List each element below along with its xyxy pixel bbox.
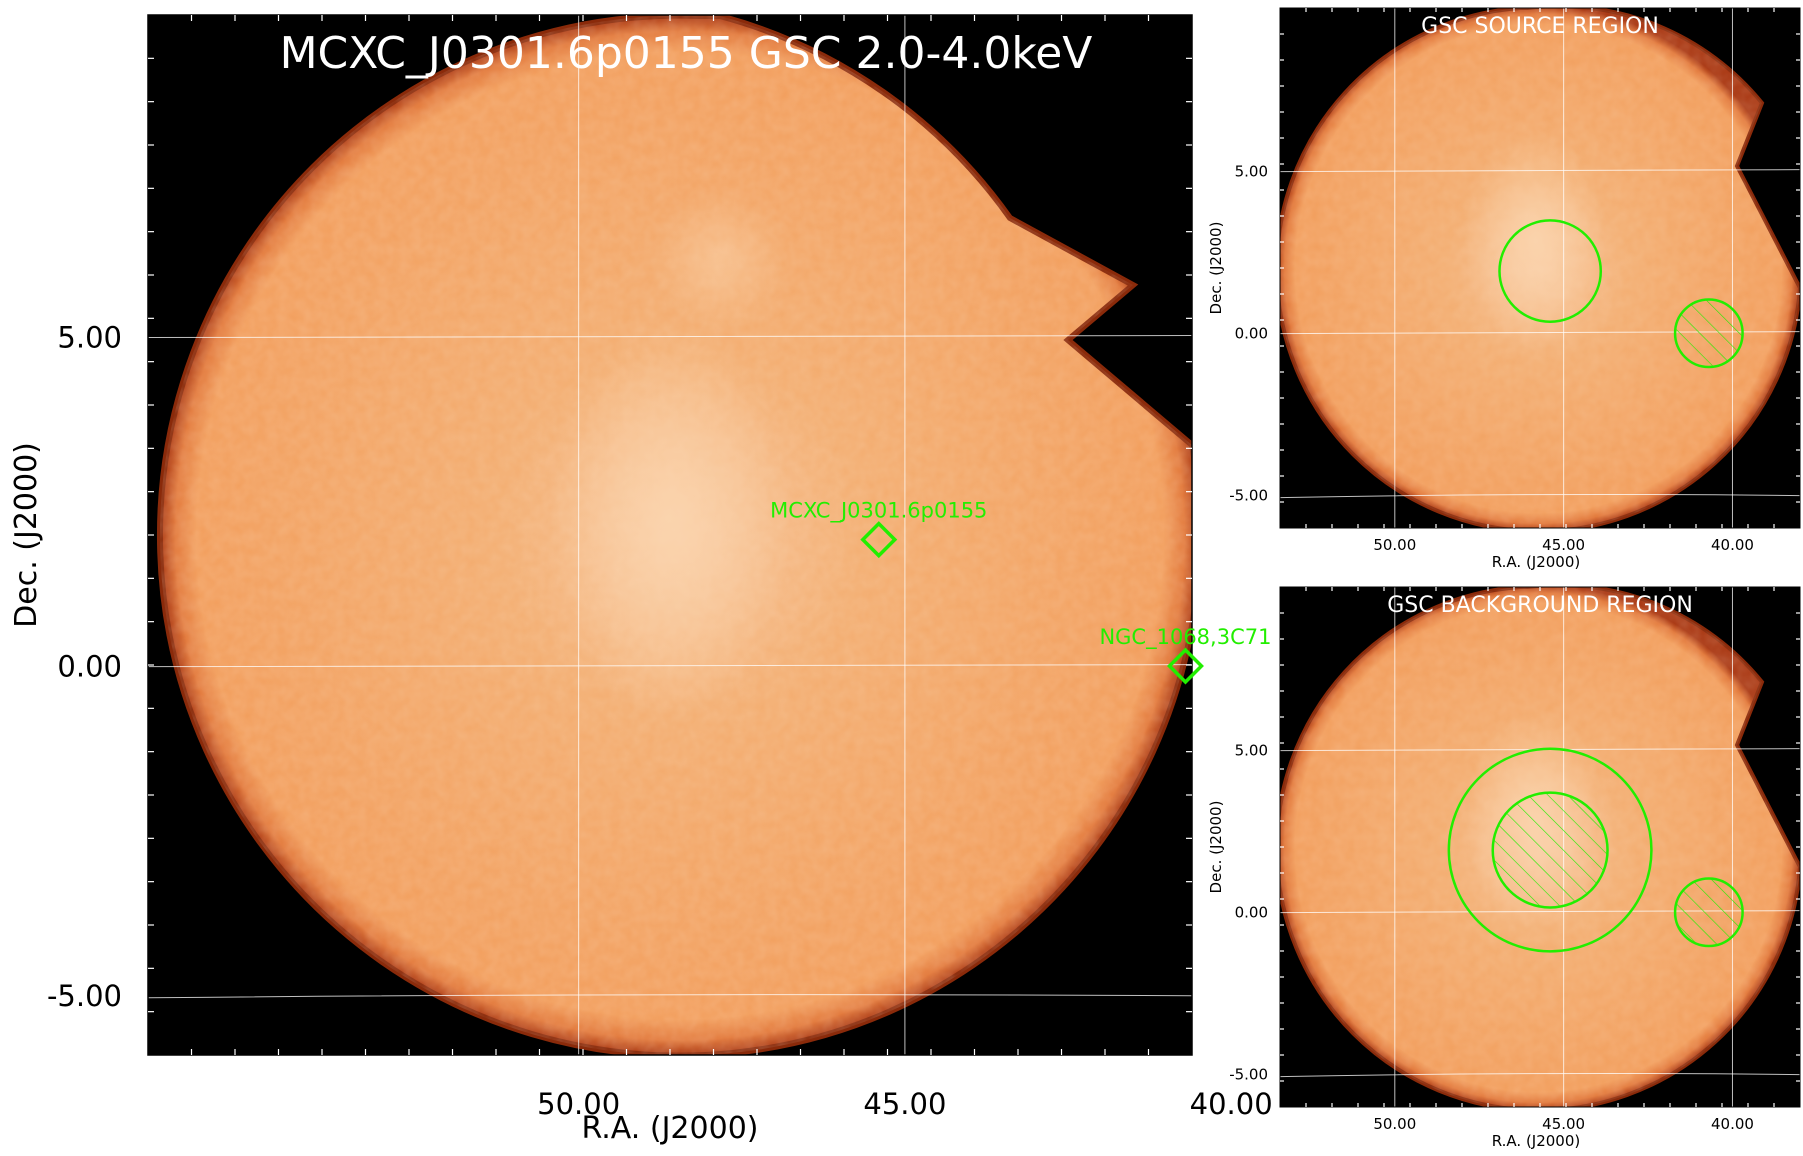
source-panel-cluster-emission bbox=[1465, 130, 1605, 350]
y-tick-label: -5.00 bbox=[1229, 1066, 1268, 1084]
main-title: MCXC_J0301.6p0155 GSC 2.0-4.0keV bbox=[280, 28, 1093, 79]
main-grid bbox=[148, 15, 1192, 1055]
x-tick-label: 40.00 bbox=[1190, 1087, 1273, 1121]
x-tick-label: 45.00 bbox=[1542, 536, 1585, 554]
main-x-axis-label: R.A. (J2000) bbox=[582, 1111, 759, 1146]
grid-line-dec bbox=[148, 335, 1192, 339]
y-tick-label: 5.00 bbox=[1235, 742, 1268, 760]
background-panel-minor-ticks bbox=[1280, 587, 1800, 1107]
y-tick-label: 5.00 bbox=[57, 321, 122, 355]
grid-line-dec bbox=[1280, 493, 1800, 499]
y-tick-label: 0.00 bbox=[57, 650, 122, 684]
x-tick-label: 45.00 bbox=[863, 1087, 946, 1121]
x-tick-label: 50.00 bbox=[537, 1087, 620, 1121]
grid-line-dec bbox=[1280, 169, 1800, 173]
main-y-axis-label: Dec. (J2000) bbox=[9, 442, 44, 628]
background-panel-regions bbox=[1447, 747, 1744, 953]
x-tick-label: 50.00 bbox=[1373, 1115, 1416, 1133]
source-panel-regions bbox=[1498, 219, 1744, 369]
source-panel-title: GSC SOURCE REGION bbox=[1421, 14, 1659, 39]
source-panel-x-axis-label: R.A. (J2000) bbox=[1492, 553, 1581, 571]
background-panel-y-axis-label: Dec. (J2000) bbox=[1207, 801, 1225, 894]
source-label: MCXC_J0301.6p0155 bbox=[770, 499, 987, 524]
main-sources: MCXC_J0301.6p0155 NGC_1068,3C71 bbox=[770, 499, 1271, 685]
y-tick-label: 5.00 bbox=[1235, 163, 1268, 181]
grid-line-dec bbox=[148, 994, 1192, 999]
x-tick-label: 40.00 bbox=[1711, 1115, 1754, 1133]
background-region-panel: GSC BACKGROUND REGION 50.00 45.00 40.00 5.0… bbox=[1207, 586, 1801, 1150]
x-tick-label: 40.00 bbox=[1711, 536, 1754, 554]
main-panel: MCXC_J0301.6p0155 GSC 2.0-4.0keV 50.00 45… bbox=[9, 14, 1273, 1146]
main-cluster-emission-north bbox=[650, 190, 790, 330]
region-circle bbox=[1498, 219, 1603, 323]
source-region-panel: GSC SOURCE REGION 50.00 45.00 40.00 5.00 0.0… bbox=[1207, 7, 1801, 571]
y-tick-label: 0.00 bbox=[1235, 904, 1268, 922]
main-cluster-emission bbox=[550, 320, 790, 720]
background-panel-tick-labels: 50.00 45.00 40.00 5.00 0.00 -5.00 bbox=[1229, 742, 1754, 1133]
background-panel-x-axis-label: R.A. (J2000) bbox=[1492, 1132, 1581, 1150]
background-panel-title: GSC BACKGROUND REGION bbox=[1387, 593, 1693, 618]
grid-line-dec bbox=[148, 664, 1192, 668]
excluded-region-circle bbox=[1673, 877, 1744, 948]
source-panel-y-axis-label: Dec. (J2000) bbox=[1207, 222, 1225, 315]
y-tick-label: 0.00 bbox=[1235, 325, 1268, 343]
y-tick-label: -5.00 bbox=[47, 979, 122, 1013]
x-tick-label: 45.00 bbox=[1542, 1115, 1585, 1133]
source-label: NGC_1068,3C71 bbox=[1099, 625, 1271, 650]
grid-line-dec bbox=[1280, 1072, 1800, 1078]
main-minor-ticks bbox=[148, 15, 1192, 1055]
x-tick-label: 50.00 bbox=[1373, 536, 1416, 554]
excluded-region-circle bbox=[1491, 791, 1609, 909]
source-marker bbox=[860, 521, 898, 559]
source-marker bbox=[1166, 647, 1204, 685]
source-panel-minor-ticks bbox=[1280, 8, 1800, 528]
main-tick-labels: 50.00 45.00 40.00 5.00 0.00 -5.00 bbox=[47, 321, 1273, 1121]
source-panel-tick-labels: 50.00 45.00 40.00 5.00 0.00 -5.00 bbox=[1229, 163, 1754, 554]
y-tick-label: -5.00 bbox=[1229, 487, 1268, 505]
region-circle bbox=[1447, 747, 1653, 953]
excluded-region-circle bbox=[1673, 298, 1744, 369]
